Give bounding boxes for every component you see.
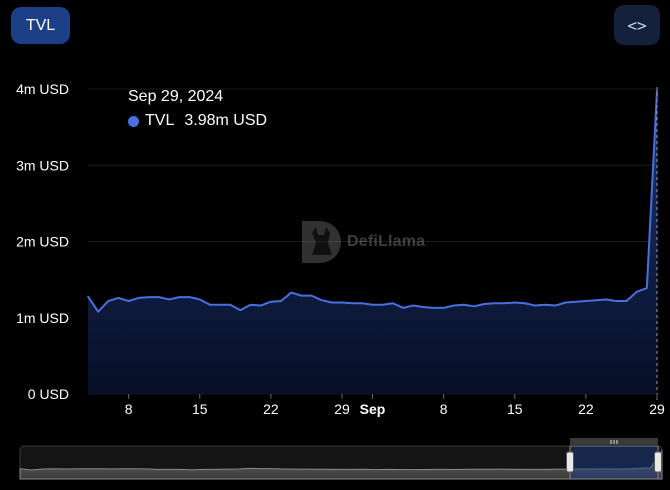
tvl-data-point [656,89,658,92]
tvl-data-point [198,298,201,301]
tvl-data-point [524,302,526,305]
tvl-data-point [625,300,628,302]
tvl-data-point [493,302,496,305]
x-tick-label: 29 [334,401,350,417]
tvl-data-point [351,302,353,305]
tvl-data-point [138,297,140,299]
tvl-data-point [148,296,150,298]
x-tick-label: 8 [125,401,133,417]
tvl-data-point [259,304,262,307]
tvl-data-point [107,300,110,302]
tvl-data-point [635,291,638,293]
tvl-data-point [574,300,577,303]
tvl-data-point [554,304,557,307]
tvl-data-point [483,303,486,305]
navigator-left-handle[interactable] [566,451,574,473]
y-tick-label: 3m USD [16,157,69,173]
tooltip-series-name: TVL [145,112,175,129]
series-dot-icon [128,115,139,127]
navigator-right-handle[interactable] [654,451,662,473]
tvl-data-point [534,304,536,307]
tvl-data-point [300,294,303,297]
x-tick-label: 8 [440,401,448,417]
tvl-data-point [290,291,293,294]
x-tick-label: 15 [192,401,208,417]
tvl-data-point [280,300,282,302]
y-tick-label: 2m USD [16,234,69,250]
tvl-data-point [463,303,465,306]
tvl-data-point [615,300,618,302]
tvl-data-point [229,303,232,306]
tvl-data-point [585,300,587,302]
tvl-data-point [320,299,323,302]
tvl-data-point [452,304,455,307]
tvl-data-point [249,303,252,306]
tvl-data-point [422,306,425,308]
tvl-data-point [381,303,384,306]
tvl-data-point [442,307,445,309]
x-tick-label: 22 [263,401,279,417]
tvl-data-point [209,303,211,306]
y-tick-label: 0 USD [28,386,69,402]
tvl-area-fill [88,90,657,395]
x-tick-label: 15 [507,401,523,417]
tooltip-value: 3.98m USD [184,112,268,129]
tvl-data-point [564,301,567,304]
x-tick-label: 22 [578,401,594,417]
tvl-data-point [168,298,171,301]
defillama-logo-icon [302,221,341,263]
tvl-button[interactable]: TVL [11,7,70,44]
tvl-data-point [97,310,99,313]
x-tick-label: Sep [360,401,386,417]
tvl-data-point [310,294,313,297]
tvl-data-point [544,303,547,306]
tvl-data-point [412,304,414,307]
tvl-data-point [331,301,333,304]
tvl-data-point [178,296,181,298]
tvl-data-point [371,303,374,306]
tvl-data-point [87,295,89,298]
tvl-data-point [239,309,242,311]
defillama-watermark: DefiLlama [300,219,425,265]
tvl-data-point [270,300,272,303]
tvl-data-point [432,307,435,309]
tvl-data-point [117,297,120,299]
tvl-data-point [392,302,394,305]
tvl-data-point [341,301,343,304]
navigator-selection[interactable] [569,445,659,480]
tvl-data-point [605,298,607,301]
tvl-data-point [361,302,364,305]
embed-code-button[interactable]: <> [614,5,660,45]
tvl-data-point [188,296,191,298]
tooltip-date: Sep 29, 2024 [128,88,224,105]
tvl-data-point [127,300,130,302]
x-tick-label: 29 [649,401,665,417]
watermark-text: DefiLlama [347,233,426,250]
y-tick-label: 1m USD [16,310,69,326]
tvl-data-point [595,299,597,302]
y-tick-label: 4m USD [16,81,69,97]
tvl-data-point [503,302,506,305]
tvl-data-point [402,307,404,309]
tvl-data-point [513,301,516,304]
tvl-data-point [158,296,160,298]
tvl-data-point [646,287,648,289]
tooltip-value-row: TVL 3.98m USD [128,112,267,130]
tvl-data-point [473,305,475,308]
tvl-data-point [219,303,221,306]
code-brackets-icon: <> [627,15,647,35]
